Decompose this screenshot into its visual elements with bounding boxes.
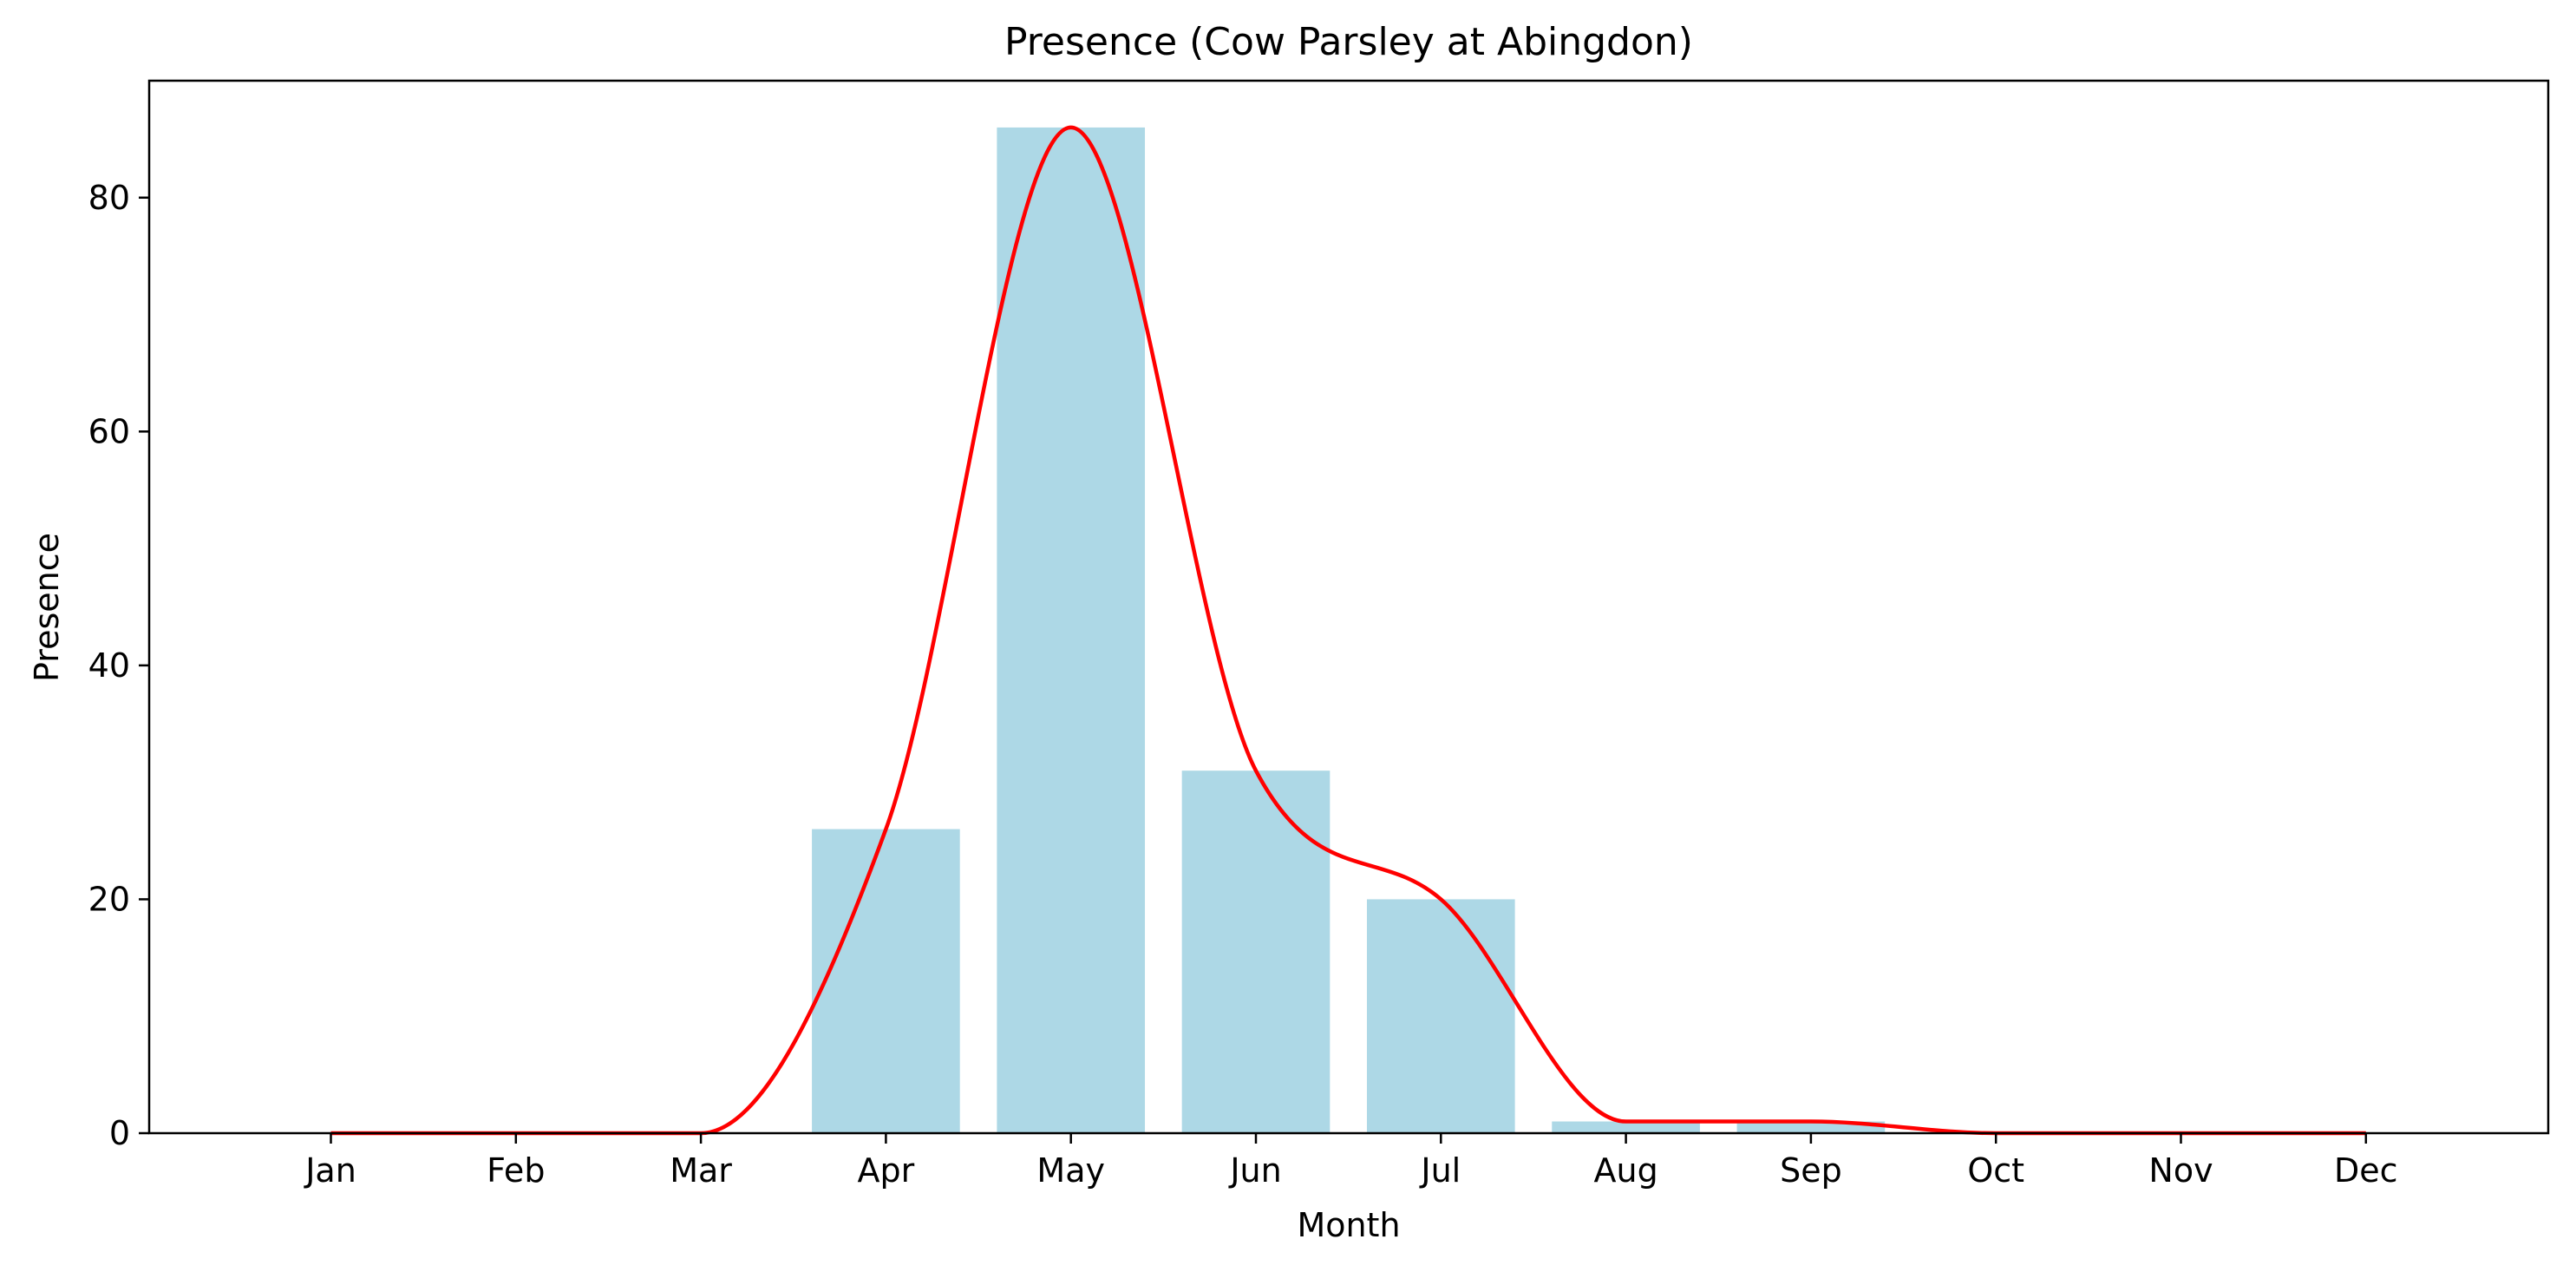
y-tick-label: 20 xyxy=(88,880,130,918)
plot-frame xyxy=(147,79,2550,1135)
y-axis-label: Presence xyxy=(28,533,66,682)
x-tick-label: Jan xyxy=(304,1151,356,1190)
y-tick-label: 40 xyxy=(88,646,130,685)
x-tick-label: Feb xyxy=(487,1151,545,1190)
x-tick-label: Aug xyxy=(1593,1151,1657,1190)
x-axis-label: Month xyxy=(1297,1206,1400,1244)
x-tick-label: Sep xyxy=(1780,1151,1842,1190)
x-tick-label: Mar xyxy=(670,1151,732,1190)
x-axis: Jan Feb Mar Apr May Jun Jul Aug Sep Oct Nov Dec xyxy=(304,1133,2398,1190)
bar-apr xyxy=(812,829,960,1133)
chart-title: Presence (Cow Parsley at Abingdon) xyxy=(1004,20,1693,64)
x-tick-label: Nov xyxy=(2148,1151,2213,1190)
x-tick-label: Apr xyxy=(858,1151,915,1190)
bar-may xyxy=(997,127,1146,1133)
x-tick-label: May xyxy=(1036,1151,1105,1190)
y-tick-label: 60 xyxy=(88,412,130,450)
bar-jul xyxy=(1366,899,1515,1133)
y-axis: 0 20 40 60 80 xyxy=(88,179,149,1152)
bar-jun xyxy=(1181,770,1330,1133)
x-tick-label: Jul xyxy=(1419,1151,1461,1190)
x-tick-label: Jun xyxy=(1228,1151,1281,1190)
y-tick-label: 80 xyxy=(88,179,130,217)
x-tick-label: Dec xyxy=(2334,1151,2398,1190)
x-tick-label: Oct xyxy=(1967,1151,2024,1190)
trend-line xyxy=(330,125,2366,1136)
bar-group xyxy=(812,127,1886,1133)
y-tick-label: 0 xyxy=(109,1114,130,1152)
bar-aug xyxy=(1552,1121,1700,1133)
